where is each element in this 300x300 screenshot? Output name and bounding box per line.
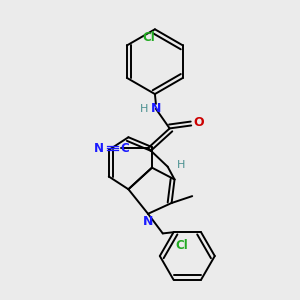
- Text: O: O: [194, 116, 204, 129]
- Text: N: N: [143, 215, 153, 228]
- Text: H: H: [140, 104, 148, 114]
- Text: N: N: [151, 102, 161, 115]
- Text: Cl: Cl: [175, 239, 188, 252]
- Text: C: C: [120, 142, 129, 154]
- Text: H: H: [177, 160, 186, 170]
- Text: Cl: Cl: [142, 31, 155, 44]
- Text: N: N: [94, 142, 104, 154]
